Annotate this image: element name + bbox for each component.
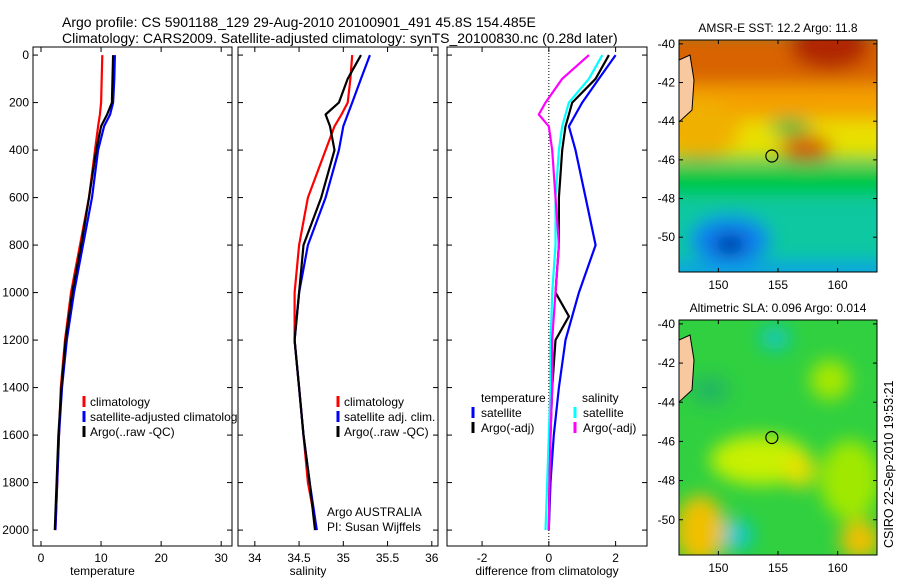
legend-label: Argo(..raw -QC)	[344, 425, 429, 439]
x-tick-label: 35	[337, 551, 351, 565]
plot-area	[33, 47, 232, 546]
x-tick-label: 10	[94, 551, 108, 565]
x-axis-label: salinity	[290, 564, 327, 578]
y-tick-label: -44	[658, 114, 676, 128]
series-line-salinity-satellite	[544, 54, 604, 531]
x-tick-label: 150	[708, 561, 728, 575]
x-tick-label: 160	[828, 278, 848, 292]
sst-map-image	[679, 40, 877, 272]
y-tick-label: -42	[658, 356, 676, 370]
y-tick-label: 1200	[2, 333, 29, 347]
x-tick-label: 155	[768, 278, 788, 292]
y-tick-label: -46	[658, 153, 676, 167]
map-title: AMSR-E SST: 12.2 Argo: 11.8	[698, 21, 858, 35]
x-axis-label: temperature	[70, 564, 135, 578]
x-tick-label: 160	[828, 561, 848, 575]
y-tick-label: 1400	[2, 381, 29, 395]
x-tick-label: 20	[154, 551, 168, 565]
annotation-text: Argo AUSTRALIA	[327, 505, 422, 519]
legend-label: climatology	[90, 395, 150, 409]
y-tick-label: -50	[658, 513, 676, 527]
y-tick-label: -48	[658, 192, 676, 206]
y-tick-label: 800	[9, 238, 29, 252]
y-tick-label: -40	[658, 37, 676, 51]
x-tick-label: 36	[425, 551, 439, 565]
legend-label: Argo(-adj)	[583, 421, 636, 435]
x-tick-label: 155	[768, 561, 788, 575]
panel-1: 0 10 20 30 temperature 0 200 400 600 800 1000 1200 1…	[2, 46, 243, 578]
y-tick-label: -40	[658, 317, 676, 331]
x-tick-label: 2	[612, 551, 619, 565]
y-tick-label: 400	[9, 143, 29, 157]
legend-label: satellite-adjusted climatology	[90, 410, 243, 424]
y-tick-label: -42	[658, 76, 676, 90]
y-tick-label: 2000	[2, 523, 29, 537]
y-tick-label: 1000	[2, 286, 29, 300]
x-tick-label: 150	[708, 278, 728, 292]
y-tick-label: -48	[658, 474, 676, 488]
x-tick-label: 0	[38, 551, 45, 565]
series-line-argo-raw-qc	[293, 54, 362, 531]
panel-4: AMSR-E SST: 12.2 Argo: 11.8 150 155 160 -40 -…	[658, 21, 878, 292]
y-tick-label: -44	[658, 395, 676, 409]
sla-map-image	[679, 320, 877, 555]
y-tick-label: -50	[658, 230, 676, 244]
legend-label: Argo(-adj)	[481, 421, 534, 435]
series-line-salinity-argo-adj	[537, 54, 590, 531]
legend-label: Argo(..raw -QC)	[90, 425, 175, 439]
legend-header-salinity: salinity	[582, 391, 619, 405]
axes-frame	[446, 46, 648, 547]
y-tick-label: 1800	[2, 476, 29, 490]
panel-2: 34 34.5 35 35.5 36 salinity climatologysatelli…	[237, 46, 439, 578]
series-line-argo-raw-qc	[53, 55, 115, 531]
x-axis-label: difference from climatology	[475, 564, 618, 578]
x-tick-label: 34	[248, 551, 262, 565]
y-tick-label: 600	[9, 191, 29, 205]
series-line-temperature-satellite	[547, 54, 617, 531]
x-tick-label: -2	[477, 551, 488, 565]
annotation-text: PI: Susan Wijffels	[327, 520, 421, 534]
argo-location-marker	[765, 149, 779, 163]
y-tick-label: 200	[9, 96, 29, 110]
map-title: Altimetric SLA: 0.096 Argo: 0.014	[690, 301, 867, 315]
legend-label: climatology	[344, 395, 404, 409]
plot-area	[238, 47, 438, 546]
argo-location-marker	[765, 430, 779, 445]
y-tick-label: -46	[658, 434, 676, 448]
legend-label: satellite adj. clim.	[344, 410, 435, 424]
x-tick-label: 34.5	[287, 551, 311, 565]
axes-frame	[237, 46, 439, 547]
figure-title-line1: Argo profile: CS 5901188_129 29-Aug-2010…	[62, 14, 536, 30]
figure-title-line2: Climatology: CARS2009. Satellite-adjuste…	[62, 30, 618, 46]
x-tick-label: 35.5	[376, 551, 400, 565]
legend-label: satellite	[583, 406, 624, 420]
x-tick-label: 0	[545, 551, 552, 565]
y-tick-label: 1600	[2, 428, 29, 442]
panel-5: Altimetric SLA: 0.096 Argo: 0.014 150 155 1…	[658, 301, 878, 575]
legend-header-temperature: temperature	[481, 391, 546, 405]
side-stamp: CSIRO 22-Sep-2010 19:53:21	[882, 380, 896, 548]
axes-frame	[32, 46, 233, 547]
x-tick-label: 30	[215, 551, 229, 565]
legend-label: satellite	[481, 406, 522, 420]
y-tick-label: 0	[22, 48, 29, 62]
